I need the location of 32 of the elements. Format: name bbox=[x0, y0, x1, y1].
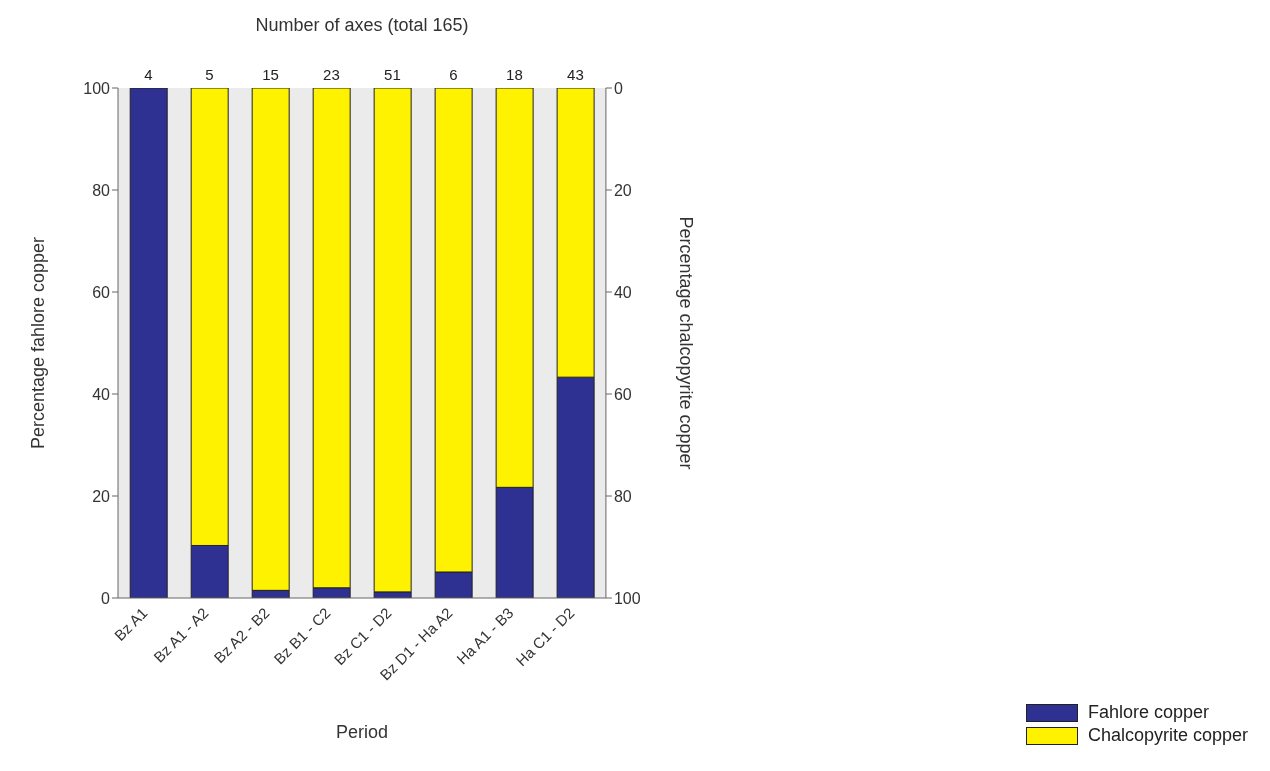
text: 15 bbox=[262, 66, 279, 83]
y2-axis-title: Percentage chalcopyrite copper bbox=[675, 216, 696, 470]
y-axis-title: Percentage fahlore copper bbox=[28, 236, 49, 450]
y2-tick-label: 60 bbox=[613, 385, 632, 403]
text: 18 bbox=[506, 66, 523, 83]
x2-axis-title: Number of axes (total 165) bbox=[255, 14, 469, 35]
y-tick-label: 60 bbox=[92, 283, 111, 301]
x-tick-label: Bz A1 bbox=[110, 604, 151, 644]
y2-tick-label: 80 bbox=[613, 487, 632, 505]
y2-tick-label: 40 bbox=[613, 283, 632, 301]
bar bbox=[129, 88, 168, 598]
y2-tick-label: 100 bbox=[613, 589, 641, 607]
x-axis-title: Period bbox=[335, 722, 388, 742]
legend-label: Fahlore copper bbox=[1086, 702, 1210, 723]
y-tick-label: 100 bbox=[83, 79, 111, 97]
x-tick-label: Bz B1 - C2 bbox=[270, 604, 334, 668]
y-tick-label: 40 bbox=[92, 385, 111, 403]
text: 5 bbox=[205, 66, 214, 83]
text: 51 bbox=[384, 66, 401, 83]
legend-label: Chalcopyrite copper bbox=[1086, 725, 1248, 746]
x-tick-label: Bz A2 - B2 bbox=[210, 604, 273, 667]
y2-tick-label: 0 bbox=[613, 79, 623, 97]
y2-tick-label: 20 bbox=[613, 181, 632, 199]
text: 4 bbox=[144, 66, 153, 83]
text: 6 bbox=[449, 66, 458, 83]
text: 43 bbox=[567, 66, 584, 83]
y-tick-label: 0 bbox=[101, 589, 111, 607]
bar bbox=[373, 88, 412, 593]
y-tick-label: 80 bbox=[92, 181, 111, 199]
x-tick-label: Bz A1 - A2 bbox=[150, 604, 212, 666]
y-tick-label: 20 bbox=[92, 487, 111, 505]
text: 23 bbox=[323, 66, 340, 83]
